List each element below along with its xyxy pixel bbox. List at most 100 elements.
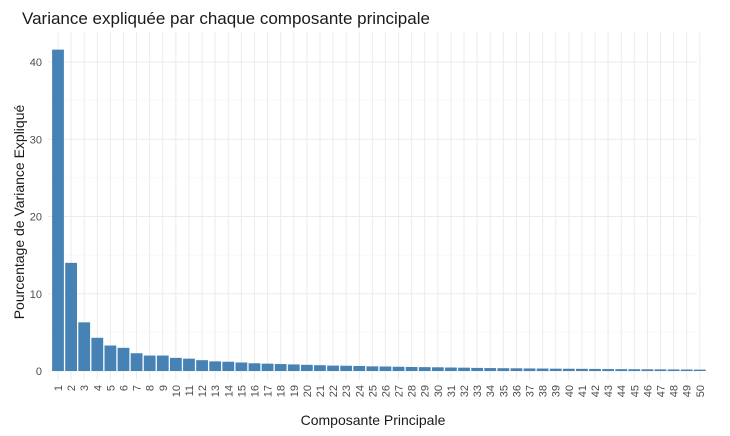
bar (300, 364, 313, 371)
x-tick-label: 42 (590, 385, 602, 397)
bar (549, 368, 562, 371)
bar (209, 361, 222, 371)
x-axis-label: Composante Principale (301, 412, 446, 428)
bar (562, 368, 575, 371)
bar (353, 365, 366, 371)
bar (248, 363, 261, 371)
x-tick-label: 23 (341, 385, 353, 397)
y-tick-label: 20 (30, 212, 42, 224)
x-tick-label: 11 (184, 385, 196, 396)
bar (379, 366, 392, 371)
bar (183, 358, 195, 371)
x-tick-label: 46 (642, 385, 654, 397)
x-tick-label: 39 (551, 385, 563, 397)
y-axis-ticks: 0 10 20 30 40 (30, 57, 42, 378)
bar (287, 364, 300, 371)
x-tick-label: 10 (171, 385, 183, 397)
x-tick-label: 40 (564, 385, 576, 397)
x-tick-label: 13 (210, 385, 222, 397)
x-tick-label: 30 (433, 385, 445, 397)
bar (628, 369, 641, 371)
bar (104, 345, 117, 371)
x-tick-label: 50 (695, 385, 707, 397)
bar (602, 369, 615, 371)
x-tick-label: 34 (485, 385, 497, 397)
bar (91, 337, 104, 371)
bar (78, 322, 91, 371)
x-tick-label: 27 (394, 385, 406, 397)
bar (497, 368, 510, 371)
y-axis-label: Pourcentage de Variance Expliqué (11, 105, 27, 320)
chart-title: Variance expliquée par chaque composante… (22, 9, 430, 28)
bar (143, 355, 156, 371)
x-tick-label: 24 (354, 385, 366, 397)
x-tick-label: 36 (511, 385, 523, 397)
x-tick-label: 5 (105, 385, 117, 391)
y-tick-label: 10 (30, 289, 42, 301)
x-tick-label: 2 (66, 385, 78, 391)
bar (222, 361, 235, 371)
bar (392, 366, 405, 371)
bar (458, 367, 470, 371)
x-tick-label: 28 (407, 385, 419, 397)
bar (615, 369, 628, 371)
x-tick-label: 25 (367, 385, 379, 397)
x-tick-label: 31 (446, 385, 458, 397)
bar (340, 365, 353, 371)
bar (196, 360, 208, 371)
bar (484, 368, 497, 371)
bar (431, 367, 444, 371)
bar (641, 369, 654, 371)
bar (235, 362, 248, 371)
x-tick-label: 14 (223, 385, 235, 397)
x-tick-label: 21 (315, 385, 327, 397)
x-tick-label: 22 (328, 385, 340, 397)
x-tick-label: 12 (197, 385, 209, 397)
x-tick-label: 47 (656, 385, 668, 397)
bar (366, 366, 379, 371)
bar (274, 364, 287, 371)
bar (65, 262, 77, 371)
x-tick-label: 44 (616, 385, 628, 397)
x-tick-label: 32 (459, 385, 471, 397)
x-tick-label: 6 (118, 385, 130, 391)
bar (169, 357, 182, 371)
x-tick-label: 15 (236, 385, 248, 397)
x-tick-label: 16 (249, 385, 261, 397)
bar (667, 369, 680, 371)
bar (693, 369, 706, 371)
x-tick-label: 41 (577, 385, 589, 397)
bar (261, 363, 274, 371)
bar (680, 369, 693, 371)
bar (130, 353, 143, 371)
bar (471, 367, 484, 371)
y-tick-label: 0 (36, 366, 42, 378)
bar (405, 366, 418, 371)
x-tick-label: 45 (629, 385, 641, 397)
x-tick-label: 9 (158, 385, 170, 391)
bar (445, 367, 457, 371)
bar (576, 368, 588, 371)
x-tick-label: 33 (472, 385, 484, 397)
y-tick-label: 40 (30, 57, 42, 69)
x-tick-label: 4 (92, 385, 104, 391)
x-tick-label: 48 (669, 385, 681, 397)
x-tick-label: 29 (420, 385, 432, 397)
x-tick-label: 17 (263, 385, 275, 397)
bar (654, 369, 667, 371)
bar (156, 355, 169, 371)
bar (523, 368, 536, 371)
bar (314, 365, 326, 371)
bar (327, 365, 339, 371)
x-tick-label: 35 (498, 385, 510, 397)
bar (52, 49, 64, 371)
bar (510, 368, 523, 371)
x-tick-label: 1 (53, 385, 65, 391)
x-tick-label: 43 (603, 385, 615, 397)
bar (536, 368, 549, 371)
y-tick-label: 30 (30, 134, 42, 146)
x-tick-label: 19 (289, 385, 301, 397)
bar (589, 368, 601, 371)
x-axis-ticks: 1 2 3 4 5 6 7 8 9 10 11 12 13 14 15 16 17 18 19 20 21 22 23 24 2… (53, 385, 707, 397)
